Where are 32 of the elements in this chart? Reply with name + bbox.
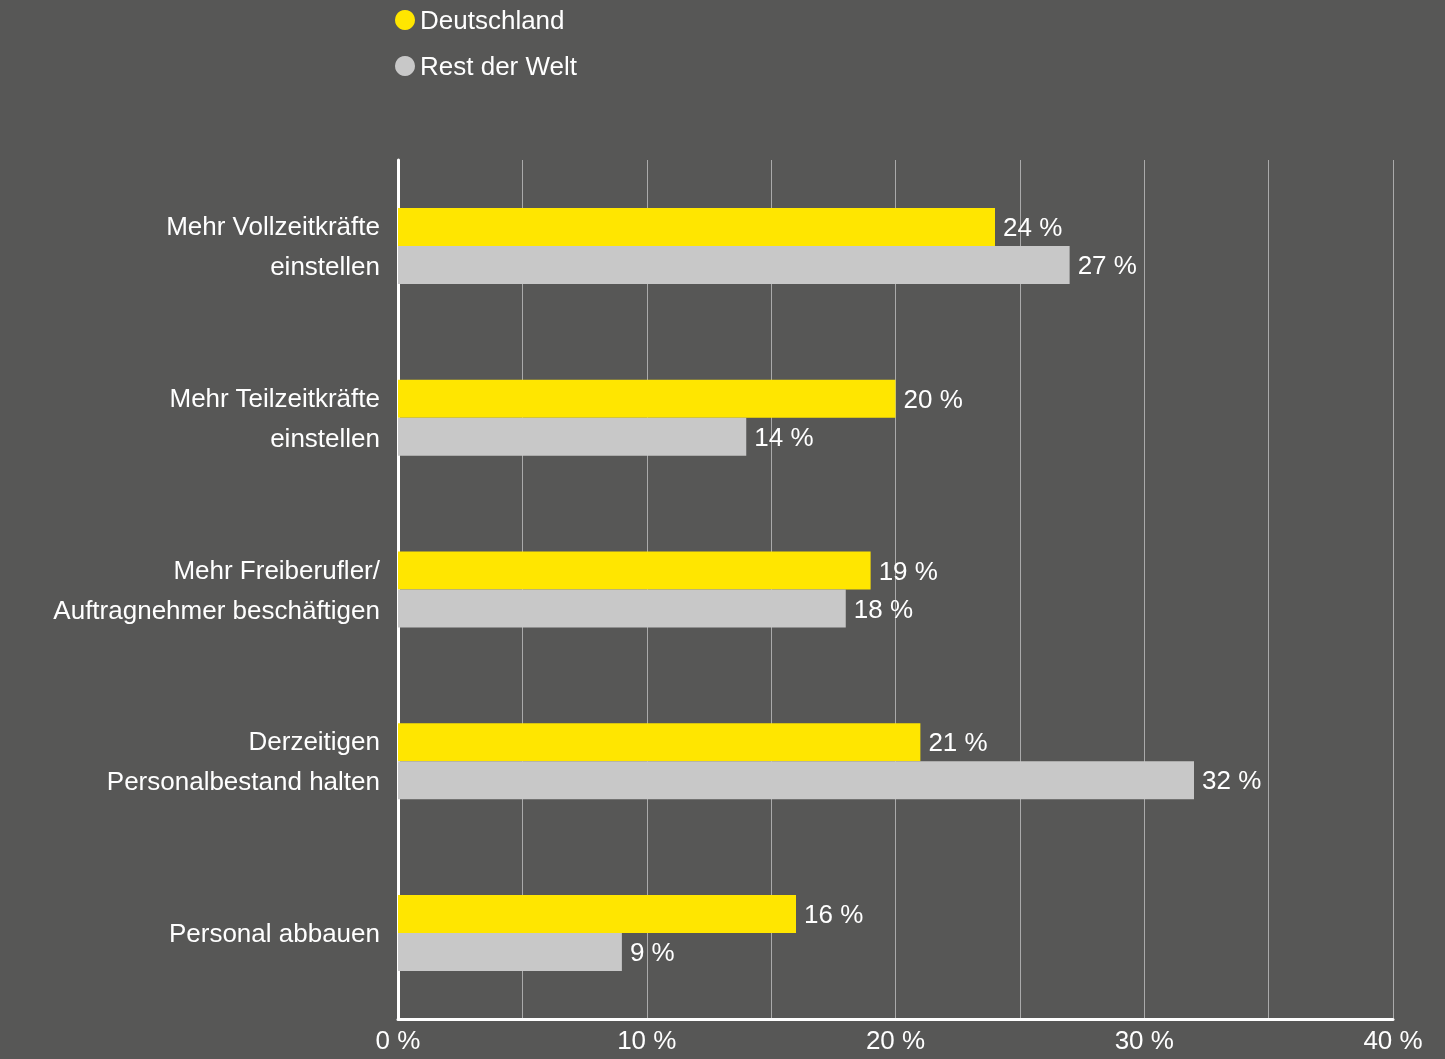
- legend-label: Rest der Welt: [420, 51, 578, 81]
- data-label: 18 %: [853, 593, 914, 624]
- bar: [398, 933, 622, 972]
- y-tick-label: Derzeitigen Personalbestand halten: [106, 726, 380, 797]
- y-tick-label: Mehr Teilzeitkräfte einstellen: [169, 382, 380, 453]
- x-tick-label: 10 %: [617, 1025, 677, 1055]
- data-label: 27 %: [1077, 249, 1137, 280]
- data-label: 19 %: [878, 555, 938, 586]
- y-tick-label: Mehr Freiberufler/ Auftragnehmer beschäftigen: [53, 554, 381, 625]
- x-tick-label: 30 %: [1114, 1025, 1174, 1055]
- bar: [398, 723, 921, 762]
- x-tick-label: 20 %: [865, 1025, 926, 1055]
- data-label: 24 %: [1003, 211, 1063, 242]
- legend-label: Deutschland: [420, 5, 565, 35]
- y-tick-label: Personal abbauen: [168, 918, 380, 949]
- bar: [398, 417, 747, 456]
- data-label: 20 %: [903, 383, 963, 414]
- x-tick-label: 0 %: [375, 1025, 421, 1055]
- data-label: 16 %: [804, 899, 864, 930]
- bar: [398, 895, 796, 934]
- bar: [398, 379, 896, 418]
- bar: [398, 589, 846, 628]
- bar: [398, 245, 1070, 284]
- data-label: 9 %: [629, 937, 675, 968]
- data-label: 14 %: [754, 421, 814, 452]
- data-label: 21 %: [928, 727, 988, 758]
- x-tick-label: 40 %: [1363, 1025, 1423, 1055]
- bar: [398, 761, 1194, 800]
- bar: [398, 551, 871, 590]
- y-tick-label: Mehr Vollzeitkräfte einstellen: [166, 210, 380, 281]
- data-label: 32 %: [1202, 765, 1262, 796]
- bar: [398, 207, 995, 246]
